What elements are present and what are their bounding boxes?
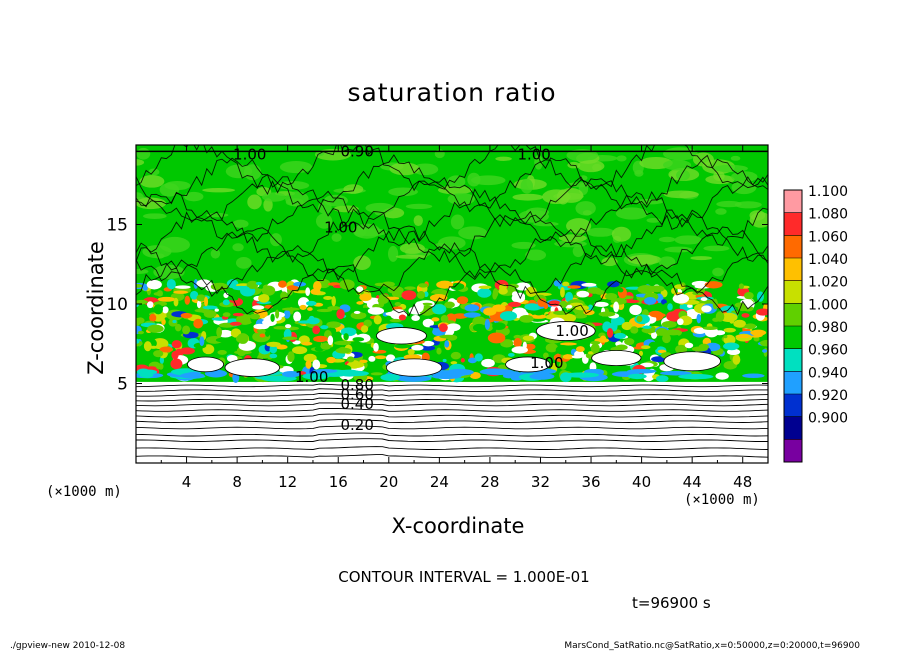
x-tick-label: 48 xyxy=(733,473,752,491)
contour-line xyxy=(136,154,768,213)
contour-line xyxy=(136,188,768,248)
contour-label: 0.90 xyxy=(340,142,373,160)
footer-left: ./gpview-new 2010-12-08 xyxy=(10,641,126,651)
colorbar-swatch xyxy=(784,303,802,327)
x-axis: 4 8 12 16 20 24 28 32 36 40 44 48 xyxy=(160,145,752,491)
contour-line xyxy=(136,383,768,388)
contour-line xyxy=(136,388,768,392)
colorbar-label: 1.020 xyxy=(808,275,848,291)
supersaturated-lobe xyxy=(375,327,427,345)
colorbar-label: 1.080 xyxy=(808,207,848,223)
contour-label: 1.00 xyxy=(530,354,563,372)
x-axis-label: X-coordinate xyxy=(391,514,525,538)
contour-label: 0.20 xyxy=(340,416,373,434)
contour-labels: 1.00 0.90 1.00 1.00 1.00 1.00 0.800.600.40 0.20… xyxy=(233,142,589,433)
contour-line xyxy=(136,241,768,300)
colorbar-swatch xyxy=(784,190,802,214)
colorbar-swatch xyxy=(784,416,802,440)
contour-line xyxy=(136,397,768,402)
contour-line xyxy=(136,425,768,430)
x-tick-label: 44 xyxy=(683,473,702,491)
contour-line xyxy=(136,419,768,423)
contour-line xyxy=(136,174,768,231)
colorbar-label: 1.100 xyxy=(808,184,848,200)
supersaturated-lobe xyxy=(663,351,721,372)
contour-line xyxy=(136,402,768,407)
contour-label: 0.80 xyxy=(340,376,373,394)
y-tick-label: 5 xyxy=(117,375,128,395)
contour-line xyxy=(136,432,768,437)
contour-lines xyxy=(136,145,768,458)
contour-line xyxy=(136,454,768,458)
contour-line xyxy=(136,408,768,412)
x-tick-label: 12 xyxy=(278,473,297,491)
colorbar-label: 0.960 xyxy=(808,343,848,359)
contour-label: 1.00 xyxy=(233,146,266,164)
x-tick-label: 24 xyxy=(430,473,449,491)
contour-line xyxy=(136,446,768,450)
y-tick-label: 10 xyxy=(106,295,128,315)
dry-layer xyxy=(136,381,768,463)
y-axis: 5 10 15 xyxy=(106,216,768,395)
supersaturated-lobe xyxy=(591,350,642,367)
contour-label: 1.00 xyxy=(517,146,550,164)
contour-line xyxy=(136,259,768,317)
y-axis-unit: (×1000 m) xyxy=(46,484,122,500)
colorbar-label: 0.940 xyxy=(808,365,848,381)
colorbar-swatch xyxy=(784,371,802,395)
contour-label: 0.40 xyxy=(340,395,373,413)
colorbar-label: 1.060 xyxy=(808,229,848,245)
contour-label: 1.00 xyxy=(555,322,588,340)
x-tick-label: 36 xyxy=(581,473,600,491)
contour-interval-text: CONTOUR INTERVAL = 1.000E-01 xyxy=(338,568,590,586)
contour-line xyxy=(136,225,768,282)
contour-label: 1.00 xyxy=(324,219,357,237)
x-axis-unit: (×1000 m) xyxy=(684,492,760,508)
colorbar-label: 1.000 xyxy=(808,297,848,313)
x-tick-label: 20 xyxy=(379,473,398,491)
colorbar-swatch xyxy=(784,258,802,282)
colorbar-label: 0.900 xyxy=(808,411,848,427)
contour-line xyxy=(136,392,768,397)
chart-title: saturation ratio xyxy=(347,78,557,107)
contour-label: 1.00 xyxy=(295,368,328,386)
x-tick-label: 28 xyxy=(480,473,499,491)
colorbar-swatch xyxy=(784,394,802,418)
x-tick-label: 16 xyxy=(329,473,348,491)
x-tick-label: 8 xyxy=(232,473,242,491)
colorbar-swatch xyxy=(784,280,802,304)
supersaturated-lobe xyxy=(535,321,596,341)
time-stamp: t=96900 s xyxy=(632,594,711,612)
supersaturated-lobe xyxy=(385,358,443,377)
supersaturated-lobe xyxy=(505,356,551,373)
colorbar-swatch xyxy=(784,348,802,372)
footer-right: MarsCond_SatRatio.nc@SatRatio,x=0:50000,… xyxy=(564,641,860,651)
contour-label: 0.60 xyxy=(340,386,373,404)
x-tick-label: 32 xyxy=(531,473,550,491)
contour-line xyxy=(136,413,768,418)
supersaturated-lobe xyxy=(187,356,225,373)
y-tick-label: 15 xyxy=(106,216,128,236)
y-axis-label: Z-coordinate xyxy=(84,241,108,375)
colorbar-swatch xyxy=(784,235,802,259)
supersaturated-lobe xyxy=(224,358,280,377)
contour-line xyxy=(136,438,768,442)
colorbar-swatch xyxy=(784,439,802,463)
x-tick-label: 4 xyxy=(182,473,192,491)
colorbar-label: 1.040 xyxy=(808,252,848,268)
contour-line xyxy=(136,145,768,196)
saturation-field xyxy=(136,145,768,463)
colorbar-label: 0.920 xyxy=(808,388,848,404)
colorbar-label: 0.980 xyxy=(808,320,848,336)
colorbar-swatch xyxy=(784,212,802,236)
x-tick-label: 40 xyxy=(632,473,651,491)
colorbar: 1.100 1.080 1.060 1.040 1.020 1.000 0.980 0.960… xyxy=(783,184,848,463)
colorbar-swatch xyxy=(784,326,802,350)
